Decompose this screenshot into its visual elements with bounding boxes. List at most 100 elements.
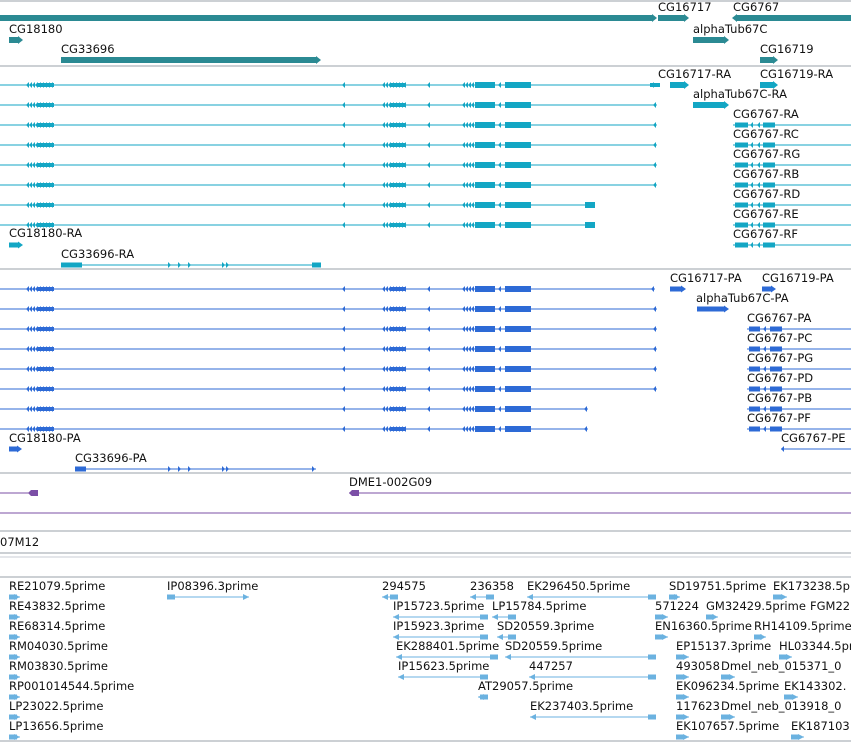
est-feature[interactable]: [9, 714, 20, 720]
transcript-row[interactable]: [0, 102, 657, 108]
mapping-feature-dme1-002g09[interactable]: [349, 490, 851, 496]
est-feature[interactable]: [9, 674, 20, 680]
transcript-row-chevron: [462, 182, 465, 188]
est-feature[interactable]: [470, 594, 494, 600]
protein-row-chevron: [35, 306, 38, 312]
transcript-row[interactable]: [0, 222, 595, 228]
est-feature[interactable]: [478, 694, 488, 700]
protein-cg6767[interactable]: [747, 426, 851, 432]
protein-cg6767[interactable]: [747, 326, 851, 332]
est-feature[interactable]: [505, 654, 656, 660]
transcript-track: CG16717-RA CG16719-RA alphaTub67C-RA CG6767…: [0, 67, 851, 268]
protein-row-chevron: [498, 326, 501, 332]
est-feature[interactable]: [497, 634, 516, 640]
est-feature-arrow: [393, 614, 399, 620]
est-feature[interactable]: [791, 734, 804, 740]
protein-cg6767[interactable]: [747, 346, 851, 352]
gene-bar-cg33696[interactable]: [61, 56, 321, 64]
protein-row[interactable]: [0, 326, 657, 332]
est-feature[interactable]: [669, 594, 680, 600]
protein-cg33696-pa[interactable]: [75, 466, 316, 472]
protein-row[interactable]: [0, 406, 588, 412]
est-feature[interactable]: [492, 614, 516, 620]
transcript-cg6767[interactable]: [733, 202, 851, 208]
est-feature[interactable]: [527, 594, 656, 600]
est-feature[interactable]: [676, 734, 689, 740]
est-feature[interactable]: [676, 714, 689, 720]
est-feature[interactable]: [9, 734, 20, 740]
transcript-cg6767[interactable]: [733, 182, 851, 188]
gene-bar-cg18180-body: [9, 37, 18, 43]
protein-row[interactable]: [0, 386, 657, 392]
transcript-cg33696-ra[interactable]: [61, 262, 321, 268]
transcript-row[interactable]: [0, 142, 657, 148]
protein-cg16719-pa[interactable]: [762, 285, 776, 293]
transcript-row-chevron: [498, 222, 501, 228]
est-feature[interactable]: [721, 674, 735, 680]
est-feature[interactable]: [9, 614, 20, 620]
transcript-alphatub67c-ra[interactable]: [693, 101, 729, 109]
transcript-cg6767[interactable]: [733, 142, 851, 148]
transcript-cg6767[interactable]: [733, 162, 851, 168]
gene-bar-cg16717[interactable]: [658, 14, 689, 22]
est-feature[interactable]: [9, 594, 20, 600]
est-feature[interactable]: [655, 614, 668, 620]
transcript-cg6767[interactable]: [733, 122, 851, 128]
gene-bar-extra[interactable]: [693, 36, 729, 44]
transcript-row-end-chevron: [653, 102, 656, 108]
protein-row[interactable]: [0, 426, 588, 432]
transcript-cg6767[interactable]: [733, 222, 851, 228]
protein-cg6767[interactable]: [747, 406, 851, 412]
mapping-feature-left[interactable]: [0, 490, 38, 496]
transcript-row[interactable]: [0, 162, 657, 168]
transcript-row[interactable]: [0, 82, 655, 88]
protein-row[interactable]: [0, 366, 657, 372]
protein-cg6767[interactable]: [747, 386, 851, 392]
est-feature[interactable]: [393, 614, 488, 620]
protein-row-chevron: [32, 326, 35, 332]
protein-cg18180-pa[interactable]: [9, 445, 22, 453]
transcript-row[interactable]: [0, 122, 657, 128]
est-feature[interactable]: [396, 654, 498, 660]
protein-cg6767[interactable]: [747, 366, 851, 372]
transcript-cg6767-exon: [735, 162, 748, 168]
est-feature[interactable]: [779, 654, 792, 660]
protein-alphatub67c-pa[interactable]: [697, 305, 729, 313]
gene-bar-extra[interactable]: [760, 56, 778, 64]
est-feature-block: [9, 654, 17, 660]
est-feature[interactable]: [721, 714, 735, 720]
gene-bar-cg6767[interactable]: [732, 14, 851, 22]
gene-bar-cg33696-region[interactable]: [0, 14, 657, 22]
est-feature[interactable]: [382, 594, 398, 600]
est-feature[interactable]: [167, 594, 249, 600]
protein-row-chevron: [498, 346, 501, 352]
protein-row[interactable]: [0, 306, 657, 312]
est-feature[interactable]: [9, 634, 20, 640]
est-feature[interactable]: [754, 634, 766, 640]
est-feature[interactable]: [393, 634, 488, 640]
transcript-row[interactable]: [0, 182, 657, 188]
est-feature[interactable]: [676, 694, 689, 700]
est-feature[interactable]: [9, 694, 20, 700]
transcript-cg18180-ra[interactable]: [9, 241, 23, 249]
transcript-row[interactable]: [0, 202, 595, 208]
est-feature[interactable]: [676, 674, 689, 680]
protein-cg6767-pe[interactable]: [781, 446, 851, 452]
transcript-cg16717-ra[interactable]: [670, 81, 689, 89]
transcript-row-exon: [38, 223, 54, 227]
est-feature[interactable]: [655, 634, 668, 640]
est-feature[interactable]: [398, 674, 488, 680]
transcript-cg6767[interactable]: [733, 242, 851, 248]
est-feature[interactable]: [784, 694, 798, 700]
est-feature[interactable]: [706, 614, 718, 620]
est-feature[interactable]: [530, 714, 656, 720]
protein-cg16717-pa[interactable]: [670, 285, 686, 293]
protein-row[interactable]: [0, 346, 657, 352]
est-feature[interactable]: [773, 594, 787, 600]
est-feature[interactable]: [529, 674, 656, 680]
protein-row[interactable]: [0, 286, 655, 292]
gene-bar-cg18180[interactable]: [9, 36, 23, 44]
transcript-cg16719-ra[interactable]: [760, 81, 778, 89]
est-feature[interactable]: [9, 654, 20, 660]
est-feature[interactable]: [676, 654, 689, 660]
